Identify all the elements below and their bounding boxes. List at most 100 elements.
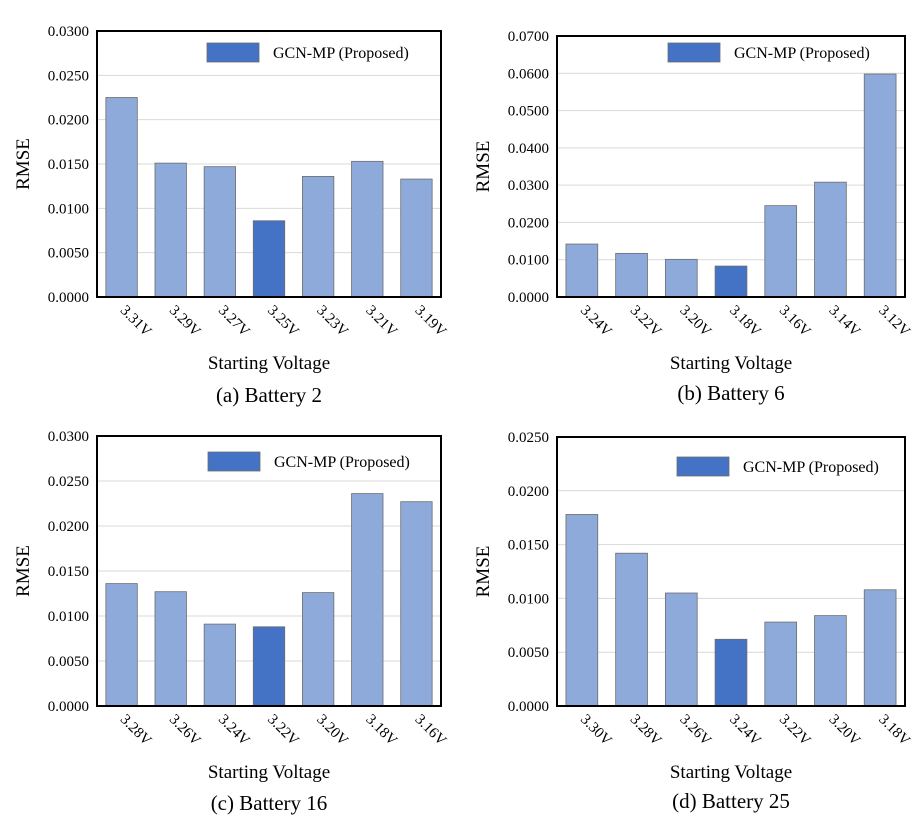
x-tick-label: 3.20V [313,712,351,750]
y-tick-label: 0.0000 [508,290,549,306]
x-axis-label: Starting Voltage [670,353,792,374]
y-tick-label: 0.0250 [508,430,549,446]
x-tick-label: 3.31V [117,303,155,341]
bars [565,514,897,707]
x-tick-label: 3.18V [362,712,400,750]
legend-label: GCN-MP (Proposed) [743,459,879,476]
x-tick-labels: 3.24V 3.22V 3.20V 3.18V 3.16V 3.14V 3.12V [577,303,913,341]
bar [814,615,847,707]
bars [105,97,433,298]
bar [351,493,384,707]
y-tick-label: 0.0200 [508,484,549,500]
panel-caption: (c) Battery 16 [211,791,328,815]
y-tick-label: 0.0250 [48,474,89,490]
x-tick-label: 3.22V [264,712,302,750]
x-tick-label: 3.18V [726,303,764,341]
x-tick-label: 3.24V [215,712,253,750]
x-tick-label: 3.20V [676,303,714,341]
x-tick-label: 3.16V [776,303,814,341]
bar-proposed [714,638,748,707]
y-tick-labels: 0.0000 0.0050 0.0100 0.0150 0.0200 0.0250 [508,430,549,715]
bar [565,514,599,707]
y-tick-label: 0.0200 [48,519,89,535]
panel-battery-16: 0.0000 0.0050 0.0100 0.0150 0.0200 0.0250 0.03… [13,429,449,815]
y-tick-label: 0.0000 [48,699,89,715]
panel-caption: (d) Battery 25 [672,789,790,813]
panel-battery-25: 0.0000 0.0050 0.0100 0.0150 0.0200 0.0250 3.3… [473,430,913,813]
y-tick-label: 0.0050 [508,645,549,661]
x-tick-label: 3.16V [412,712,450,750]
bar [863,589,897,707]
bar [302,592,335,707]
y-axis-label: RMSE [473,546,494,598]
y-axis-label: RMSE [13,545,34,597]
x-tick-label: 3.27V [215,303,253,341]
bar-proposed [252,626,286,707]
y-tick-label: 0.0400 [508,141,549,157]
y-tick-labels: 0.0000 0.0050 0.0100 0.0150 0.0200 0.0250 0.03… [48,24,89,306]
legend-swatch [206,42,260,63]
legend-swatch [207,451,261,472]
bar [764,205,798,298]
legend-swatch [676,456,730,477]
gridlines [557,72,905,261]
bar-proposed [252,220,286,298]
panel-battery-6: 0.0000 0.0100 0.0200 0.0300 0.0400 0.0500 0.06… [473,29,913,405]
x-tick-label: 3.30V [577,712,615,750]
bar [615,552,648,707]
bar [664,258,698,298]
bar [863,73,897,298]
x-tick-labels: 3.30V 3.28V 3.26V 3.24V 3.22V 3.20V 3.18V [577,712,913,750]
gridlines [97,74,441,254]
bar [764,621,798,707]
x-tick-label: 3.22V [776,712,814,750]
gridlines [97,480,441,662]
bar [105,583,138,707]
bars [565,73,897,298]
x-tick-label: 3.26V [676,712,714,750]
bar [302,176,335,298]
x-tick-label: 3.22V [627,303,665,341]
x-tick-label: 3.28V [627,712,665,750]
gridlines [557,490,905,653]
x-tick-label: 3.21V [362,303,400,341]
panel-battery-2: 0.0000 0.0050 0.0100 0.0150 0.0200 0.0250 0.03… [13,24,449,407]
panel-caption: (b) Battery 6 [677,381,784,405]
panel-caption: (a) Battery 2 [216,383,322,407]
x-tick-label: 3.23V [313,303,351,341]
x-tick-labels: 3.31V 3.29V 3.27V 3.25V 3.23V 3.21V 3.19V [117,303,450,341]
bar [664,592,698,707]
x-axis-label: Starting Voltage [670,762,792,783]
y-tick-labels: 0.0000 0.0050 0.0100 0.0150 0.0200 0.0250 0.03… [48,429,89,715]
y-tick-label: 0.0200 [508,215,549,231]
bar [615,252,648,298]
bar [565,243,599,298]
y-tick-label: 0.0050 [48,246,89,262]
plot-frame [96,30,442,298]
y-axis-label: RMSE [473,141,494,193]
y-tick-label: 0.0250 [48,68,89,84]
y-tick-labels: 0.0000 0.0100 0.0200 0.0300 0.0400 0.0500 0.06… [508,29,549,306]
y-axis-label: RMSE [13,138,34,190]
x-axis-label: Starting Voltage [208,353,330,374]
bar [400,501,433,707]
bar [351,160,384,298]
bar [203,166,236,298]
legend-swatch [667,42,721,63]
x-tick-label: 3.25V [264,303,302,341]
y-tick-label: 0.0150 [508,538,549,554]
bars [105,493,433,707]
x-tick-labels: 3.28V 3.26V 3.24V 3.22V 3.20V 3.18V 3.16V [117,712,450,750]
bar-proposed [714,265,748,298]
x-tick-label: 3.26V [166,712,204,750]
x-tick-label: 3.24V [726,712,764,750]
x-tick-label: 3.29V [166,303,204,341]
bar [105,97,138,298]
y-tick-label: 0.0500 [508,104,549,120]
bar [400,178,433,298]
legend-label: GCN-MP (Proposed) [273,45,409,62]
y-tick-label: 0.0200 [48,113,89,129]
x-tick-label: 3.19V [412,303,450,341]
x-tick-label: 3.28V [117,712,155,750]
